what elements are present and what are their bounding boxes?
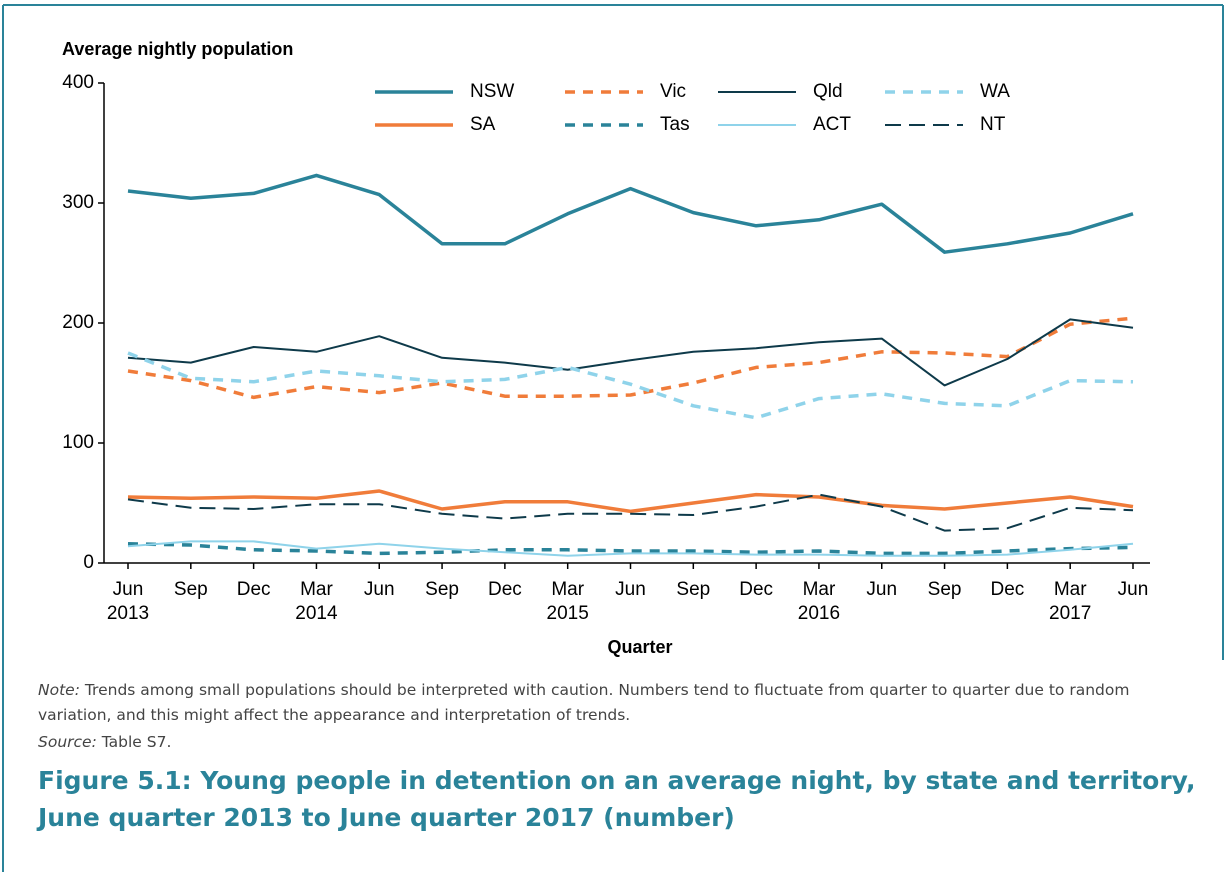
y-tick-label: 100: [62, 432, 94, 453]
series-line: [127, 173, 1134, 254]
x-tick-label: Mar 2016: [798, 579, 840, 624]
y-tick-label: 400: [62, 72, 94, 93]
x-tick-label: Sep: [425, 579, 459, 600]
source: Source: Table S7.: [38, 730, 171, 755]
x-tick-label: Sep: [928, 579, 962, 600]
x-tick-label: Dec: [990, 579, 1024, 600]
x-tick-label: Jun: [866, 579, 897, 600]
source-label: Source:: [38, 733, 97, 751]
x-tick-label: Jun: [364, 579, 395, 600]
y-tick-label: 300: [62, 192, 94, 213]
x-tick-label: Mar 2017: [1049, 579, 1091, 624]
series-line: [127, 318, 1134, 387]
legend-label: SA: [470, 114, 496, 135]
series-line: [127, 316, 1134, 400]
x-tick-label: Mar 2015: [547, 579, 589, 624]
legend-label: Tas: [660, 114, 690, 135]
legend-label: Vic: [660, 81, 686, 102]
legend-label: Qld: [813, 81, 843, 102]
source-text: Table S7.: [101, 733, 172, 751]
series-line: [127, 542, 1134, 556]
x-tick-label: Sep: [676, 579, 710, 600]
legend-label: ACT: [813, 114, 851, 135]
x-tick-label: Dec: [739, 579, 773, 600]
legend-label: WA: [980, 81, 1010, 102]
figure-caption: Figure 5.1: Young people in detention on…: [38, 766, 1196, 832]
x-tick-label: Mar 2014: [295, 579, 338, 624]
legend-label: NSW: [470, 81, 514, 102]
note-label: Note:: [38, 681, 80, 699]
x-tick-label: Jun: [615, 579, 646, 600]
y-axis-title: Average nightly population: [62, 39, 293, 59]
x-tick-label: Jun 2013: [107, 579, 149, 624]
legend-label: NT: [980, 114, 1006, 135]
y-tick-label: 0: [83, 552, 94, 573]
x-tick-label: Dec: [488, 579, 522, 600]
x-tick-label: Dec: [237, 579, 271, 600]
x-tick-label: Jun: [1118, 579, 1149, 600]
series-line: [127, 493, 1134, 532]
x-tick-label: Sep: [174, 579, 208, 600]
y-tick-label: 200: [62, 312, 94, 333]
note-text: Trends among small populations should be…: [38, 681, 1130, 724]
series-line: [127, 540, 1134, 557]
series-line: [127, 351, 1134, 420]
note: Note: Trends among small populations sho…: [38, 678, 1198, 728]
x-axis-title: Quarter: [607, 637, 672, 657]
series-line: [127, 489, 1134, 514]
